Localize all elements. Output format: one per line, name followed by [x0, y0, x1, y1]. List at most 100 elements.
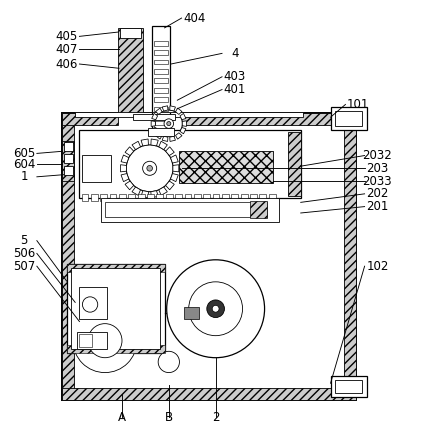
Bar [334, 380, 362, 393]
Circle shape [166, 260, 264, 358]
Circle shape [126, 145, 173, 192]
Bar [175, 194, 181, 201]
Polygon shape [162, 136, 167, 141]
Polygon shape [151, 128, 157, 134]
Bar [153, 51, 167, 55]
Text: 102: 102 [366, 260, 388, 273]
Text: 201: 201 [366, 200, 388, 213]
Bar [184, 194, 191, 201]
Polygon shape [121, 155, 129, 163]
Text: 404: 404 [183, 12, 205, 24]
Polygon shape [180, 113, 185, 120]
Text: 1: 1 [20, 170, 28, 183]
Polygon shape [173, 165, 178, 172]
Bar [170, 113, 355, 125]
Circle shape [73, 309, 137, 373]
Bar [62, 113, 355, 400]
Bar [330, 107, 366, 130]
Bar [66, 264, 164, 272]
Polygon shape [169, 136, 175, 141]
Polygon shape [125, 147, 133, 155]
Text: 605: 605 [13, 147, 35, 160]
Polygon shape [170, 174, 178, 182]
Text: 405: 405 [55, 30, 78, 43]
Bar [268, 194, 275, 201]
Bar [71, 268, 160, 349]
Bar [151, 26, 169, 139]
Circle shape [88, 324, 122, 358]
Polygon shape [121, 174, 129, 182]
Polygon shape [158, 187, 167, 195]
Bar [62, 140, 74, 181]
Text: 5: 5 [20, 234, 28, 247]
Bar [153, 41, 167, 46]
Text: 506: 506 [13, 247, 35, 260]
Bar [62, 113, 74, 400]
Bar [105, 202, 266, 217]
Bar [147, 128, 173, 136]
Bar [343, 113, 355, 400]
Polygon shape [175, 108, 181, 114]
Text: 203: 203 [366, 162, 388, 175]
Bar [63, 166, 73, 175]
Polygon shape [182, 121, 186, 126]
Bar [81, 155, 111, 182]
Circle shape [164, 119, 173, 128]
Bar [66, 264, 164, 354]
Bar [120, 28, 141, 39]
Bar [203, 194, 210, 201]
Bar [147, 194, 153, 201]
Bar [62, 113, 118, 125]
Bar [81, 194, 88, 201]
Bar [77, 332, 107, 349]
Bar [165, 194, 172, 201]
Text: 2032: 2032 [362, 149, 391, 162]
Text: 2: 2 [211, 411, 219, 424]
Polygon shape [151, 113, 157, 120]
Polygon shape [141, 190, 148, 198]
Text: 2033: 2033 [362, 175, 391, 187]
Bar [119, 194, 126, 201]
Polygon shape [151, 121, 155, 126]
Bar [222, 194, 228, 201]
Polygon shape [155, 108, 162, 114]
Polygon shape [170, 155, 178, 163]
Bar [231, 194, 238, 201]
Bar [63, 154, 73, 163]
Polygon shape [150, 190, 158, 198]
Bar [79, 130, 300, 198]
Text: 101: 101 [346, 98, 368, 111]
Text: 507: 507 [13, 260, 35, 273]
Bar [193, 194, 200, 201]
Bar [330, 377, 366, 397]
Bar [153, 69, 167, 74]
Bar [183, 307, 198, 319]
Bar [132, 114, 175, 120]
Polygon shape [162, 106, 167, 111]
Circle shape [158, 351, 179, 373]
Bar [179, 151, 273, 183]
Bar [128, 194, 135, 201]
Bar [62, 389, 355, 400]
Polygon shape [180, 128, 185, 134]
Text: 4: 4 [230, 47, 238, 60]
Circle shape [206, 300, 224, 318]
Polygon shape [132, 141, 140, 150]
Bar [109, 194, 116, 201]
Bar [212, 194, 219, 201]
Text: 202: 202 [366, 187, 388, 200]
Bar [79, 334, 92, 347]
Polygon shape [158, 141, 167, 150]
Bar [63, 142, 73, 151]
Polygon shape [141, 139, 148, 146]
Bar [79, 288, 107, 319]
Polygon shape [165, 181, 174, 190]
Bar [66, 345, 164, 354]
Polygon shape [120, 165, 126, 172]
Polygon shape [175, 133, 181, 139]
Polygon shape [150, 139, 158, 146]
Bar [287, 132, 300, 196]
Bar [334, 111, 362, 126]
Polygon shape [155, 133, 162, 139]
Bar [259, 194, 266, 201]
